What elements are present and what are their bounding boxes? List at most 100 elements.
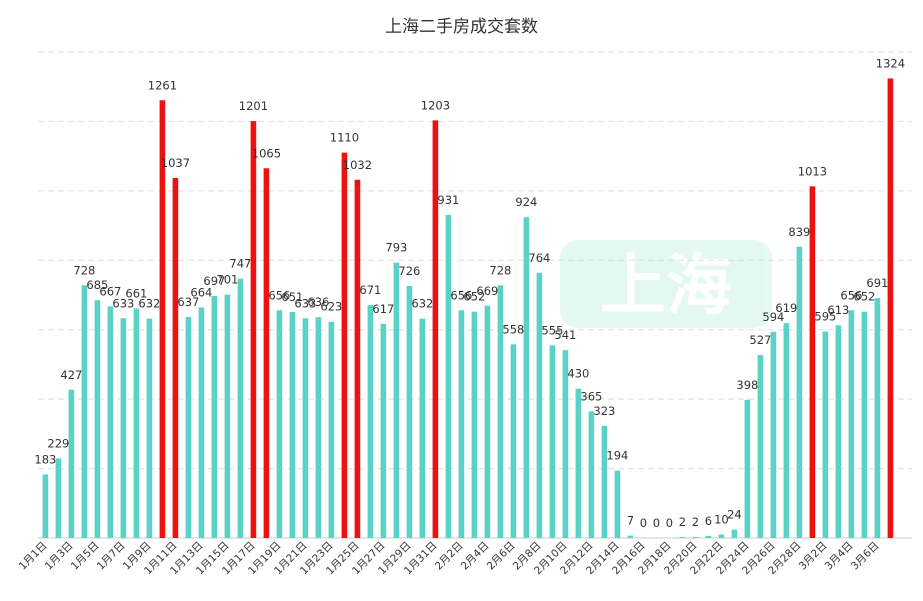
- data-label: 0: [653, 516, 660, 530]
- data-label: 726: [398, 264, 420, 278]
- bar: [302, 318, 309, 538]
- bar: [562, 350, 569, 538]
- x-tick-label: 1月5日: [69, 540, 102, 573]
- bar: [237, 278, 244, 538]
- data-label: 0: [640, 516, 647, 530]
- data-label: 183: [34, 452, 56, 466]
- x-tick-label: 1月3日: [43, 540, 76, 573]
- bar: [55, 458, 62, 538]
- data-label: 652: [463, 290, 485, 304]
- bar: [679, 537, 686, 538]
- bar: [68, 389, 75, 538]
- data-label: 427: [60, 368, 82, 382]
- data-label: 636: [307, 295, 329, 309]
- data-label: 613: [827, 303, 849, 317]
- bar: [796, 246, 803, 538]
- data-label: 1065: [252, 146, 281, 160]
- data-label: 652: [853, 290, 875, 304]
- data-label: 1013: [798, 164, 827, 178]
- bar: [380, 323, 387, 538]
- data-label: 541: [554, 328, 576, 342]
- data-label: 619: [775, 301, 797, 315]
- data-label: 194: [606, 449, 628, 463]
- bar: [263, 168, 270, 539]
- bar: [250, 121, 257, 538]
- bar: [757, 355, 764, 538]
- bar: [315, 317, 322, 538]
- data-label: 1037: [161, 156, 190, 170]
- data-label: 1203: [421, 98, 450, 112]
- x-tick-label: 2月4日: [459, 540, 492, 573]
- x-tick-label: 3月6日: [849, 540, 882, 573]
- data-label: 656: [450, 288, 472, 302]
- data-label: 594: [762, 310, 784, 324]
- bar: [822, 331, 829, 538]
- bar: [94, 300, 101, 538]
- bar: [458, 310, 465, 538]
- data-label: 633: [112, 296, 134, 310]
- data-label: 1032: [343, 158, 372, 172]
- bar: [523, 217, 530, 539]
- bar: [107, 306, 114, 538]
- data-label: 685: [86, 278, 108, 292]
- data-label: 633: [294, 296, 316, 310]
- data-label: 2: [679, 515, 686, 529]
- bar: [198, 307, 205, 538]
- data-label: 667: [99, 284, 121, 298]
- data-label: 632: [138, 297, 160, 311]
- bar: [497, 285, 504, 538]
- bar: [42, 474, 49, 538]
- bar: [614, 470, 621, 538]
- bar: [211, 296, 218, 538]
- data-label: 793: [385, 241, 407, 255]
- bar: [276, 310, 283, 538]
- data-label: 0: [666, 516, 673, 530]
- bar: [627, 535, 634, 538]
- data-label: 728: [489, 263, 511, 277]
- bar: [861, 311, 868, 538]
- data-label: 637: [177, 295, 199, 309]
- bar: [289, 312, 296, 538]
- x-tick-label: 2月6日: [485, 540, 518, 573]
- bar: [809, 186, 816, 538]
- x-tick-label: 3月4日: [823, 540, 856, 573]
- data-label: 924: [515, 195, 537, 209]
- data-label: 1201: [239, 99, 268, 113]
- bar: [224, 294, 231, 538]
- bar: [848, 310, 855, 538]
- data-label: 839: [788, 225, 810, 239]
- data-label: 623: [320, 300, 342, 314]
- bar: [588, 411, 595, 538]
- bar: [185, 316, 192, 538]
- bar: [367, 305, 374, 538]
- bar: [835, 325, 842, 538]
- data-label: 656: [840, 288, 862, 302]
- data-label: 701: [216, 273, 238, 287]
- data-label: 617: [372, 302, 394, 316]
- bar: [172, 178, 179, 538]
- watermark-logo: 上海: [560, 240, 772, 328]
- bar: [432, 120, 439, 538]
- bar: [783, 323, 790, 538]
- data-label: 1324: [876, 56, 905, 70]
- bar: [705, 535, 712, 538]
- x-tick-label: 1月7日: [95, 540, 128, 573]
- data-label: 931: [437, 193, 459, 207]
- bar: [159, 100, 166, 538]
- bar: [81, 285, 88, 538]
- data-label: 669: [476, 284, 498, 298]
- bar: [692, 537, 699, 538]
- bar: [146, 318, 153, 538]
- data-label: 2: [692, 515, 699, 529]
- bar: [731, 529, 738, 538]
- data-label: 656: [268, 288, 290, 302]
- bar: [510, 344, 517, 538]
- chart-title: 上海二手房成交套数: [385, 17, 538, 37]
- bar: [887, 78, 894, 538]
- data-label: 632: [411, 297, 433, 311]
- data-label: 661: [125, 287, 147, 301]
- bar: [575, 388, 582, 538]
- bar: [120, 318, 127, 538]
